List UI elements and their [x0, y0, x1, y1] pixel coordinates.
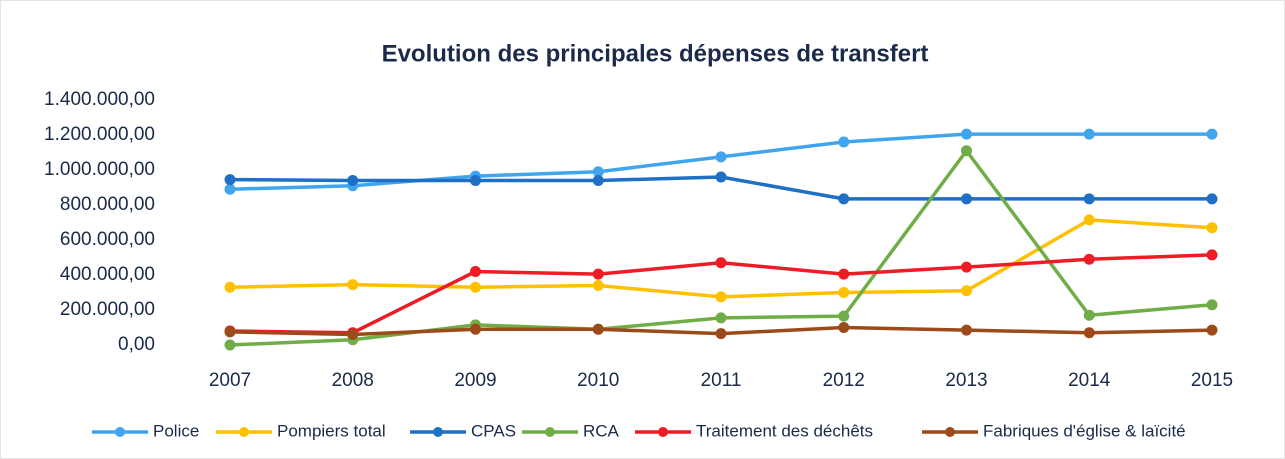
x-tick-label: 2013 [945, 370, 987, 391]
chart-title: Evolution des principales dépenses de tr… [382, 40, 929, 67]
legend-label: RCA [583, 421, 620, 440]
data-point [961, 145, 972, 157]
data-point [838, 287, 850, 298]
x-tick-label: 2012 [823, 370, 865, 391]
data-point [838, 310, 850, 322]
data-point [715, 257, 727, 269]
data-point [1206, 324, 1218, 336]
legend-label: CPAS [471, 421, 516, 440]
data-point [347, 329, 359, 340]
legend-label: Police [153, 421, 199, 440]
data-point [715, 328, 727, 340]
data-point [1083, 128, 1095, 140]
data-point [838, 268, 850, 280]
y-tick-label: 800.000,00 [60, 194, 155, 215]
data-point [224, 281, 236, 293]
data-point [1206, 222, 1218, 234]
data-point [961, 128, 972, 140]
data-point [1083, 253, 1095, 265]
data-point [1083, 193, 1095, 205]
data-point [347, 175, 359, 186]
data-point [715, 291, 727, 303]
data-point [592, 166, 604, 178]
y-tick-label: 200.000,00 [60, 299, 155, 320]
y-tick-label: 1.400.000,00 [44, 89, 155, 110]
legend-label: Traitement des déchêts [696, 421, 873, 440]
data-point [1083, 309, 1095, 321]
x-tick-label: 2009 [454, 370, 496, 391]
data-point [224, 183, 236, 195]
legend-marker [239, 427, 249, 437]
x-tick-label: 2008 [332, 370, 374, 391]
data-point [1083, 327, 1095, 339]
data-point [961, 324, 972, 336]
legend-marker [433, 427, 443, 437]
y-tick-label: 1.000.000,00 [44, 159, 155, 180]
data-point [592, 323, 604, 335]
data-point [961, 193, 972, 205]
data-point [470, 323, 481, 335]
y-tick-label: 0,00 [118, 334, 155, 355]
legend-marker [658, 427, 668, 437]
data-point [347, 279, 359, 291]
legend-marker [115, 427, 125, 437]
data-point [961, 261, 972, 273]
data-point [1206, 128, 1218, 140]
data-point [715, 171, 727, 183]
legend-marker [545, 427, 555, 437]
data-point [592, 280, 604, 291]
data-point [961, 285, 972, 297]
y-tick-label: 600.000,00 [60, 229, 155, 250]
data-point [1083, 214, 1095, 226]
data-point [838, 322, 850, 333]
x-tick-label: 2010 [577, 370, 619, 391]
x-tick-label: 2011 [701, 370, 742, 391]
data-point [715, 151, 727, 163]
data-point [592, 268, 604, 280]
x-tick-label: 2014 [1068, 370, 1111, 391]
data-point [224, 174, 236, 186]
data-point [224, 339, 236, 351]
x-tick-label: 2015 [1191, 370, 1233, 391]
data-point [1206, 193, 1218, 205]
data-point [592, 175, 604, 186]
y-tick-label: 400.000,00 [60, 264, 155, 285]
x-tick-label: 2007 [209, 370, 251, 391]
data-point [838, 136, 850, 148]
legend-label: Pompiers total [277, 421, 386, 440]
y-tick-label: 1.200.000,00 [44, 124, 155, 145]
data-point [1206, 249, 1218, 261]
data-point [715, 312, 727, 324]
legend-marker [945, 427, 955, 437]
data-point [1206, 299, 1218, 311]
legend-label: Fabriques d'église & laïcité [983, 421, 1186, 440]
data-point [470, 281, 481, 293]
data-point [838, 193, 850, 205]
data-point [470, 175, 481, 186]
data-point [224, 326, 236, 338]
data-point [470, 266, 481, 277]
